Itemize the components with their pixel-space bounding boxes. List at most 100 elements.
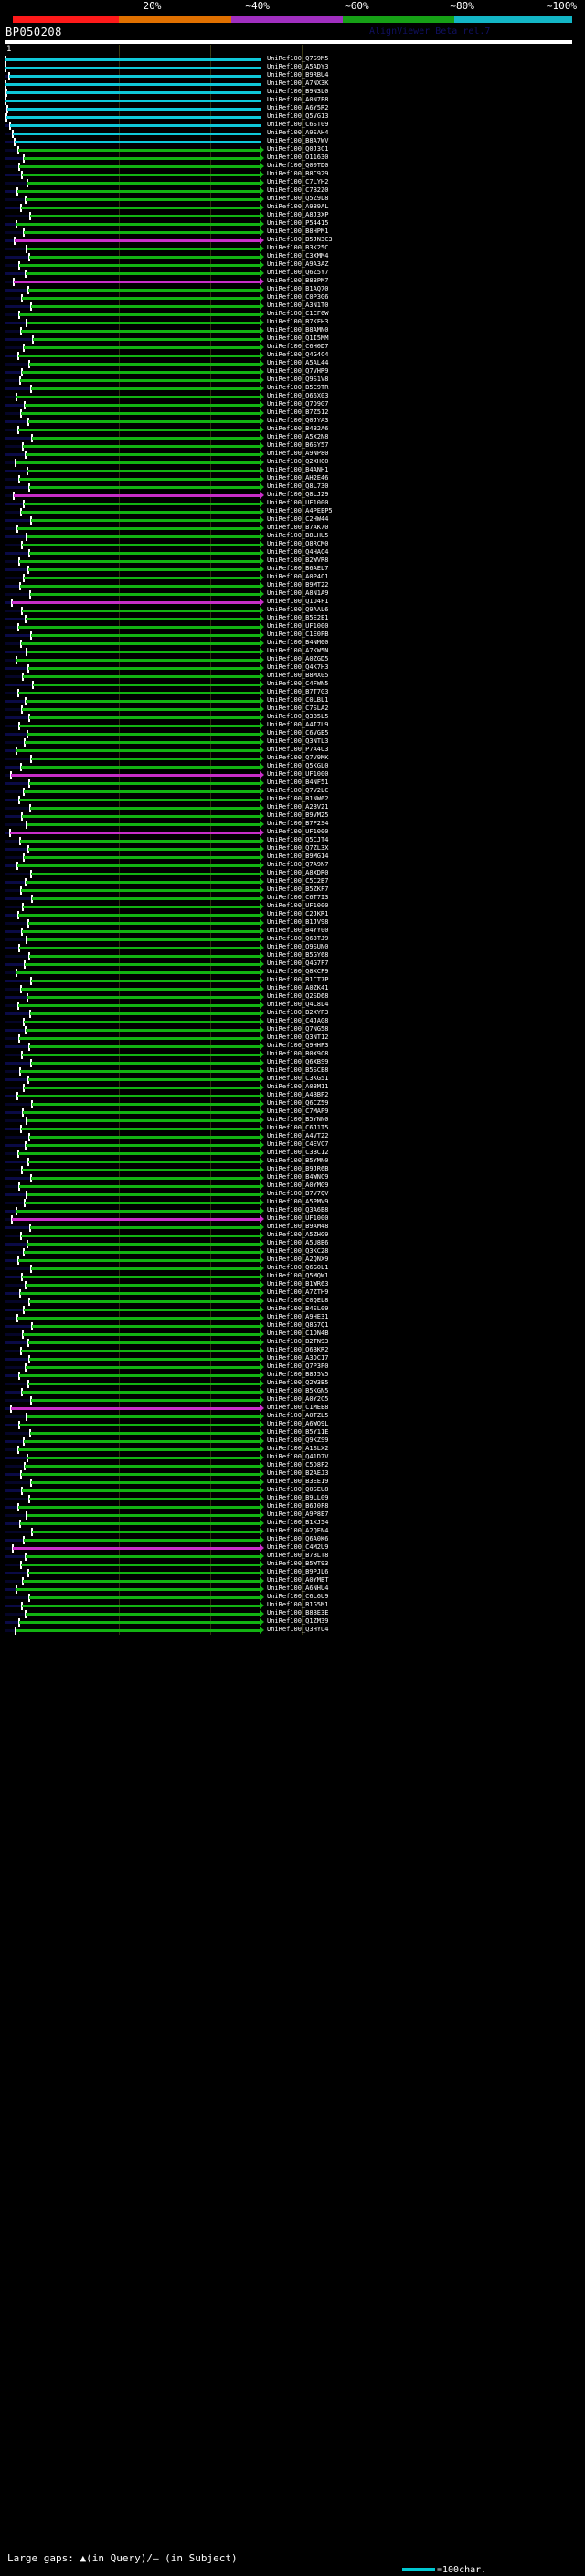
alignment-bar[interactable]	[29, 1596, 260, 1599]
subject-id-label[interactable]: UniRef100_B3K25C	[267, 244, 329, 251]
alignment-row[interactable]: UniRef100_A5AL44	[0, 359, 585, 368]
alignment-bar[interactable]	[12, 601, 260, 604]
alignment-bar[interactable]	[19, 1185, 260, 1188]
subject-id-label[interactable]: UniRef100_A0Y2C5	[267, 1395, 329, 1403]
subject-id-label[interactable]: UniRef100_Q6BKR2	[267, 1346, 329, 1353]
alignment-bar[interactable]	[16, 223, 260, 226]
alignment-row[interactable]: UniRef100_Q4L8L4	[0, 1001, 585, 1010]
subject-id-label[interactable]: UniRef100_B1JV98	[267, 918, 329, 926]
alignment-bar[interactable]	[18, 1506, 260, 1509]
subject-id-label[interactable]: UniRef100_Q7V2LC	[267, 787, 329, 794]
alignment-row[interactable]: UniRef100_Q9AAL6	[0, 606, 585, 615]
alignment-row[interactable]: UniRef100_A0TZL5	[0, 1412, 585, 1421]
subject-id-label[interactable]: UniRef100_Q4HAC4	[267, 548, 329, 556]
subject-id-label[interactable]: UniRef100_C0QEL8	[267, 1297, 329, 1304]
subject-id-label[interactable]: UniRef100_Q6G0L1	[267, 1264, 329, 1271]
alignment-bar[interactable]	[21, 1235, 260, 1237]
subject-id-label[interactable]: UniRef100_A5U8B6	[267, 1239, 329, 1246]
subject-id-label[interactable]: UniRef100_C3KG51	[267, 1075, 329, 1082]
alignment-row[interactable]: UniRef100_Q00TD0	[0, 162, 585, 171]
alignment-row[interactable]: UniRef100_Q9S1V8	[0, 376, 585, 385]
alignment-row[interactable]: UniRef100_B9JR6B	[0, 1165, 585, 1174]
alignment-row[interactable]: UniRef100_Q7NG58	[0, 1025, 585, 1034]
alignment-row[interactable]: UniRef100_Q6A0K6	[0, 1535, 585, 1544]
alignment-row[interactable]: UniRef100_B8J5V5	[0, 1371, 585, 1380]
alignment-row[interactable]: UniRef100_B4ANH1	[0, 466, 585, 475]
alignment-bar[interactable]	[16, 864, 260, 867]
subject-id-label[interactable]: UniRef100_A0ZGD5	[267, 655, 329, 663]
subject-id-label[interactable]: UniRef100_Q3HYU4	[267, 1626, 329, 1633]
alignment-bar[interactable]	[27, 651, 260, 653]
subject-id-label[interactable]: UniRef100_B9PJL6	[267, 1568, 329, 1575]
alignment-row[interactable]: UniRef100_C4EVC7	[0, 1140, 585, 1150]
subject-id-label[interactable]: UniRef100_B8BPM7	[267, 277, 329, 284]
subject-id-label[interactable]: UniRef100_A8XDR0	[267, 869, 329, 876]
alignment-bar[interactable]	[30, 873, 260, 875]
alignment-bar[interactable]	[30, 807, 260, 810]
alignment-row[interactable]: UniRef100_C6T7I3	[0, 894, 585, 903]
alignment-bar[interactable]	[18, 692, 260, 694]
alignment-row[interactable]: UniRef100_A0Y2C5	[0, 1395, 585, 1405]
alignment-row[interactable]: UniRef100_A9HE31	[0, 1313, 585, 1322]
alignment-row[interactable]: UniRef100_Q3NT12	[0, 1034, 585, 1043]
alignment-row[interactable]: UniRef100_Q7ZL3X	[0, 844, 585, 853]
alignment-bar[interactable]	[18, 149, 260, 152]
alignment-bar[interactable]	[17, 1152, 260, 1155]
alignment-bar[interactable]	[23, 906, 260, 908]
alignment-row[interactable]: UniRef100_B2TN93	[0, 1338, 585, 1347]
alignment-row[interactable]: UniRef100_A8N1A9	[0, 589, 585, 599]
alignment-bar[interactable]	[24, 1087, 260, 1089]
subject-id-label[interactable]: UniRef100_A9NP80	[267, 450, 329, 457]
alignment-row[interactable]: UniRef100_A9SAH4	[0, 129, 585, 138]
subject-id-label[interactable]: UniRef100_C0P3G6	[267, 293, 329, 301]
alignment-bar[interactable]	[18, 313, 260, 316]
alignment-bar[interactable]	[26, 1415, 260, 1418]
alignment-row[interactable]: UniRef100_Q7V9MK	[0, 754, 585, 763]
alignment-row[interactable]: UniRef100_Q2XHC0	[0, 458, 585, 467]
alignment-row[interactable]: UniRef100_Q1ZM39	[0, 1617, 585, 1627]
alignment-bar[interactable]	[23, 1580, 260, 1583]
alignment-row[interactable]: UniRef100_B6J0F8	[0, 1502, 585, 1511]
alignment-row[interactable]: UniRef100_Q4G4C4	[0, 351, 585, 360]
subject-id-label[interactable]: UniRef100_Q2SD68	[267, 992, 329, 1000]
subject-id-label[interactable]: UniRef100_B8HPM1	[267, 228, 329, 235]
alignment-bar[interactable]	[28, 667, 260, 670]
subject-id-label[interactable]: UniRef100_A9SAH4	[267, 129, 329, 136]
alignment-bar[interactable]	[24, 1539, 260, 1542]
alignment-bar[interactable]	[22, 610, 260, 612]
subject-id-label[interactable]: UniRef100_A7KW5N	[267, 647, 329, 654]
alignment-row[interactable]: UniRef100_Q4K7H3	[0, 663, 585, 673]
subject-id-label[interactable]: UniRef100_B7Z512	[267, 408, 329, 416]
subject-id-label[interactable]: UniRef100_A0YMG9	[267, 1182, 329, 1189]
subject-id-label[interactable]: UniRef100_B9N3L0	[267, 88, 329, 95]
subject-id-label[interactable]: UniRef100_B9VM25	[267, 811, 329, 819]
subject-id-label[interactable]: UniRef100_Q5MQW1	[267, 1272, 329, 1279]
alignment-bar[interactable]	[24, 1465, 260, 1468]
alignment-bar[interactable]	[28, 1383, 260, 1385]
alignment-bar[interactable]	[27, 996, 260, 999]
alignment-row[interactable]: UniRef100_A8J3XP	[0, 211, 585, 220]
alignment-row[interactable]: UniRef100_C2HW44	[0, 515, 585, 525]
alignment-row[interactable]: UniRef100_A4PEEP5	[0, 507, 585, 516]
alignment-row[interactable]: UniRef100_A5ADY3	[0, 63, 585, 72]
alignment-bar[interactable]	[31, 1399, 260, 1402]
alignment-bar[interactable]	[31, 305, 260, 308]
alignment-row[interactable]: UniRef100_B5WT93	[0, 1560, 585, 1569]
alignment-row[interactable]: UniRef100_C0QEL8	[0, 1297, 585, 1306]
alignment-row[interactable]: UniRef100_Q6G0L1	[0, 1264, 585, 1273]
alignment-bar[interactable]	[21, 297, 260, 300]
alignment-row[interactable]: UniRef100_C3XMM4	[0, 252, 585, 261]
subject-id-label[interactable]: UniRef100_C6L6U9	[267, 1593, 329, 1600]
alignment-row[interactable]: UniRef100_Q9HHP3	[0, 1042, 585, 1051]
subject-id-label[interactable]: UniRef100_C2JKR1	[267, 910, 329, 917]
subject-id-label[interactable]: UniRef100_A9HE31	[267, 1313, 329, 1320]
alignment-bar[interactable]	[18, 1374, 260, 1377]
alignment-row[interactable]: UniRef100_Q3NTL3	[0, 737, 585, 747]
subject-id-label[interactable]: UniRef100_B4NM00	[267, 639, 329, 646]
alignment-bar[interactable]	[32, 684, 260, 686]
alignment-row[interactable]: UniRef100_Q6XBS9	[0, 1058, 585, 1067]
alignment-row[interactable]: UniRef100_B8HPM1	[0, 228, 585, 237]
subject-id-label[interactable]: UniRef100_B1CT7P	[267, 976, 329, 983]
subject-id-label[interactable]: UniRef100_C4M2U9	[267, 1543, 329, 1551]
alignment-row[interactable]: UniRef100_B8LHU5	[0, 532, 585, 541]
